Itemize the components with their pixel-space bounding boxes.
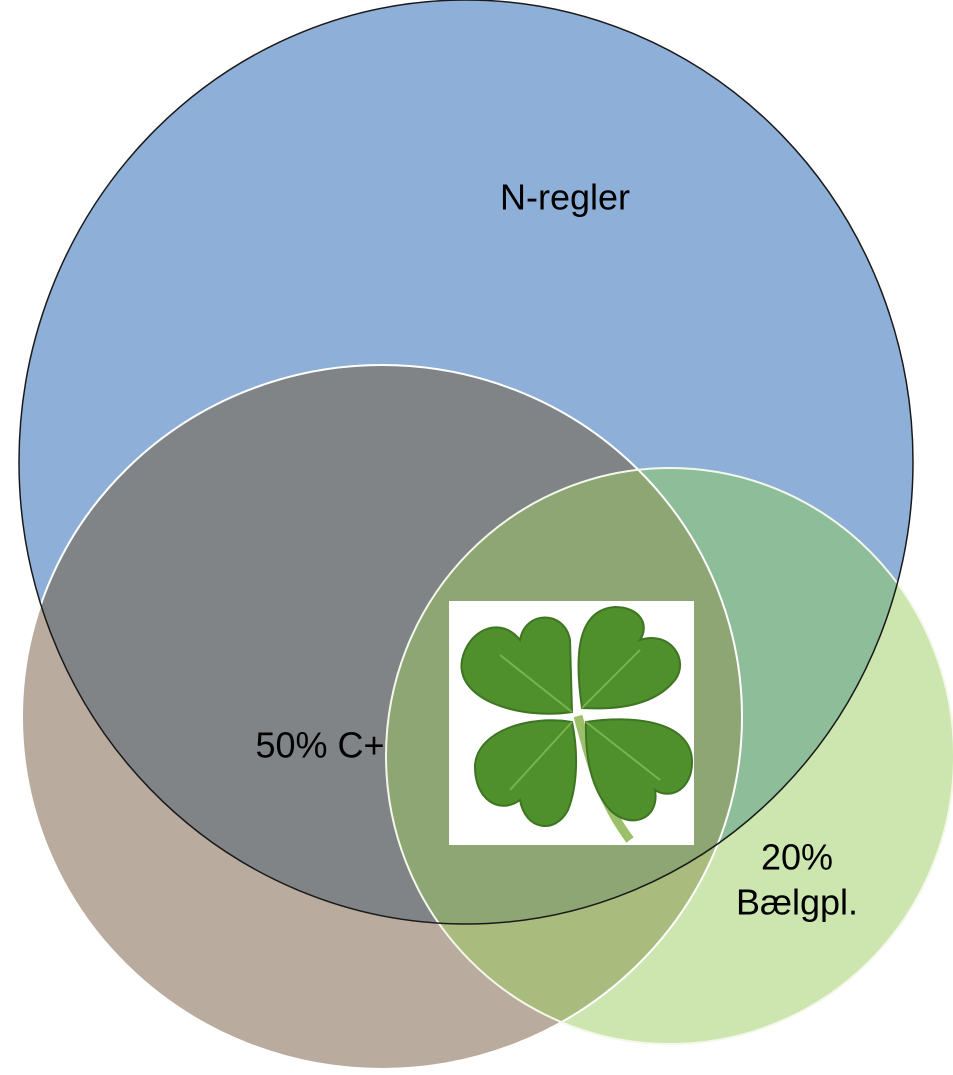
n-rules-label: N-regler <box>500 177 630 218</box>
legumes-label-line1: 20% <box>761 837 833 878</box>
clover-image <box>449 601 694 845</box>
carbon-label: 50% C+ <box>255 725 384 766</box>
legumes-label-line2: Bælgpl. <box>736 882 858 923</box>
venn-diagram: N-regler 50% C+ 20% Bælgpl. <box>0 0 953 1075</box>
